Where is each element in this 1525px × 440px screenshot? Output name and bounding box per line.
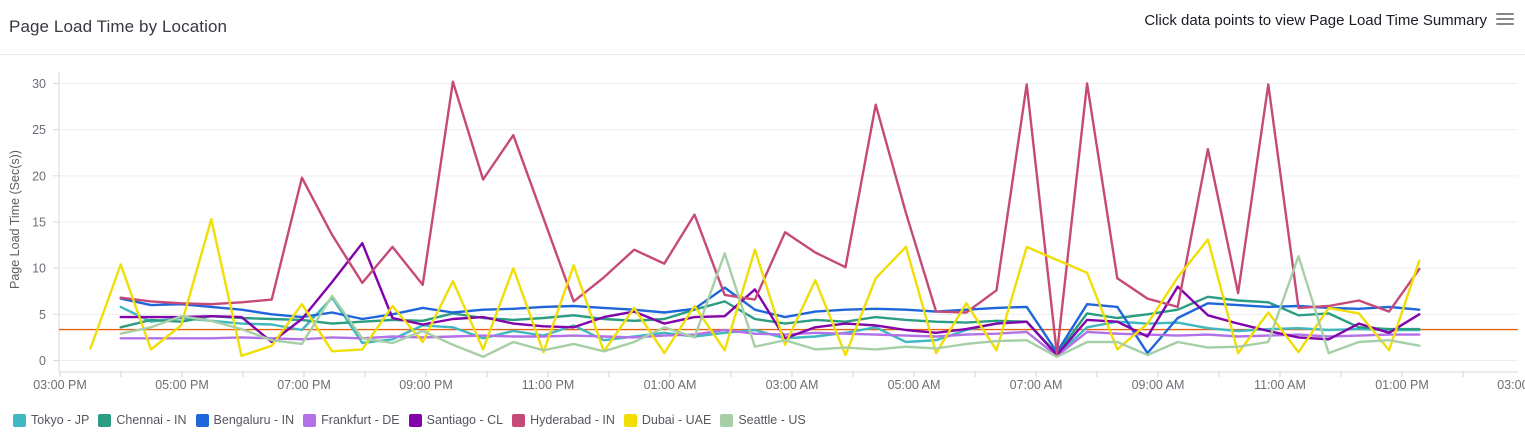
x-tick-label: 03:00 PM: [1497, 378, 1525, 392]
legend-swatch-santiago-cl: [408, 413, 422, 427]
page-title: Page Load Time by Location: [9, 17, 228, 36]
x-tick-label: 05:00 PM: [155, 378, 209, 392]
x-tick-label: 01:00 AM: [644, 378, 697, 392]
legend-label: Tokyo - JP: [31, 413, 90, 427]
legend-swatch-tokyo-jp: [13, 413, 26, 427]
x-tick-label: 05:00 AM: [888, 378, 941, 392]
legend-swatch-frankfurt-de: [303, 413, 317, 427]
line-chart: 0 5 10 15 20 25 30 03:00 PM 05:00 PM 07:00 PM 09:0…: [32, 72, 1525, 392]
legend-swatch-chennai-in: [98, 413, 112, 427]
y-axis-title: Page Load Time (Sec(s)): [8, 150, 22, 290]
series-line-hyderabad-in[interactable]: [119, 80, 1421, 356]
series-line-santiago-cl[interactable]: [119, 241, 1421, 357]
x-tick-label: 03:00 PM: [33, 378, 87, 392]
legend-swatch-seattle-us: [720, 413, 734, 427]
panel-header: Page Load Time by Location Click data po…: [0, 0, 1525, 55]
legend-item-tokyo-jp[interactable]: Tokyo - JP: [13, 413, 89, 427]
legend-item-frankfurt-de[interactable]: Frankfurt - DE: [303, 413, 400, 427]
legend-item-seattle-us[interactable]: Seattle - US: [720, 413, 806, 427]
series-line-dubai-uae[interactable]: [89, 217, 1421, 358]
legend-label: Santiago - CL: [426, 413, 504, 427]
x-tick-label: 01:00 PM: [1375, 378, 1429, 392]
y-tick-label: 30: [32, 77, 46, 91]
x-tick-label: 07:00 AM: [1010, 378, 1063, 392]
y-tick-label: 15: [32, 216, 46, 230]
chart-legend: Tokyo - JP Chennai - IN Bengaluru - IN Fran…: [13, 407, 806, 433]
series-line-seattle-us[interactable]: [119, 252, 1421, 358]
legend-label: Chennai - IN: [116, 413, 187, 427]
legend-label: Bengaluru - IN: [213, 413, 295, 427]
y-tick-label: 0: [39, 354, 46, 368]
x-tick-label: 09:00 PM: [399, 378, 453, 392]
y-tick-label: 5: [39, 308, 46, 322]
x-tick-label: 09:00 AM: [1132, 378, 1185, 392]
series-line-chennai-in[interactable]: [119, 295, 1421, 356]
legend-item-hyderabad-in[interactable]: Hyderabad - IN: [512, 413, 615, 427]
legend-swatch-dubai-uae: [623, 413, 637, 427]
legend-item-dubai-uae[interactable]: Dubai - UAE: [623, 413, 712, 427]
legend-label: Seattle - US: [738, 413, 806, 427]
y-tick-label: 10: [32, 262, 46, 276]
y-tick-label: 25: [32, 123, 46, 137]
series-line-frankfurt-de[interactable]: [119, 328, 1421, 358]
legend-swatch-hyderabad-in: [512, 413, 526, 427]
legend-item-santiago-cl[interactable]: Santiago - CL: [408, 413, 504, 427]
legend-swatch-bengaluru-in: [195, 413, 209, 427]
x-tick-label: 11:00 AM: [1254, 378, 1306, 392]
x-tick-label: 11:00 PM: [522, 378, 575, 392]
x-tick-label: 03:00 AM: [766, 378, 819, 392]
y-tick-label: 20: [32, 169, 46, 183]
x-tick-label: 07:00 PM: [277, 378, 331, 392]
legend-label: Dubai - UAE: [641, 413, 712, 427]
legend-label: Hyderabad - IN: [530, 413, 615, 427]
legend-item-chennai-in[interactable]: Chennai - IN: [98, 413, 187, 427]
chart-hint-text: Click data points to view Page Load Time…: [1144, 12, 1487, 29]
hamburger-icon[interactable]: [1496, 13, 1514, 27]
legend-label: Frankfurt - DE: [321, 413, 400, 427]
legend-item-bengaluru-in[interactable]: Bengaluru - IN: [195, 413, 295, 427]
